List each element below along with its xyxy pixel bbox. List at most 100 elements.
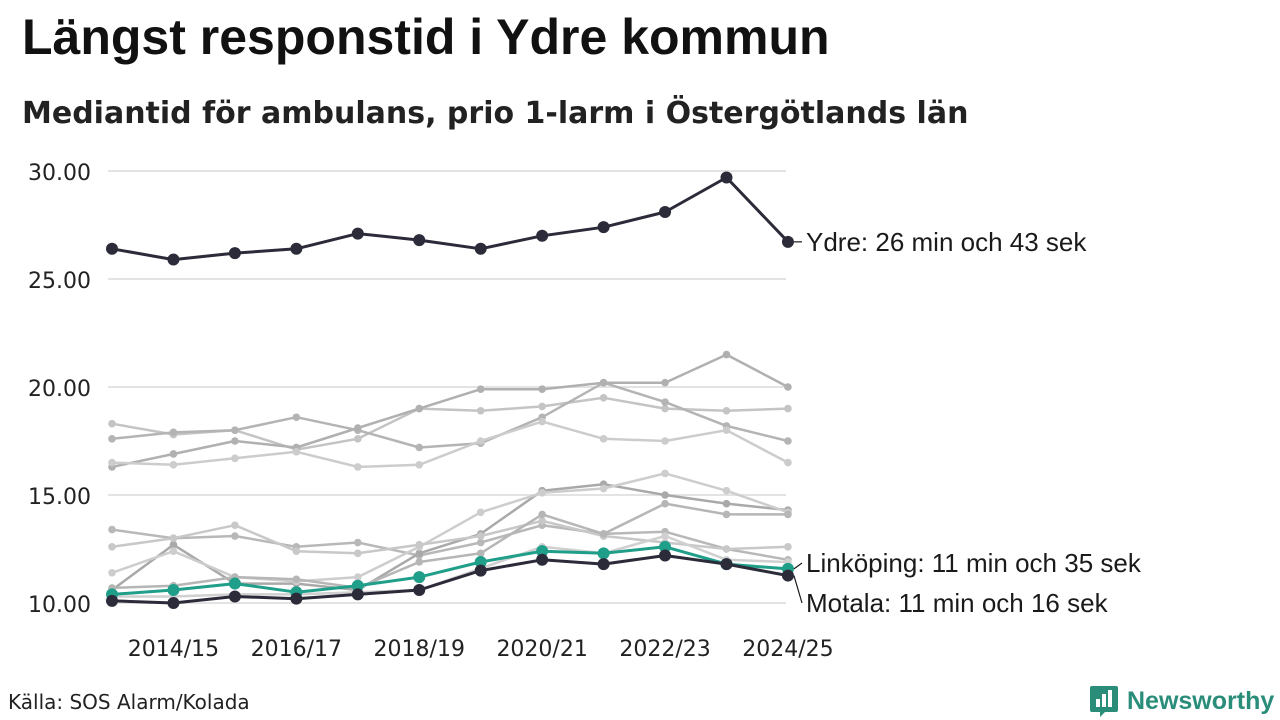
data-point <box>231 521 239 530</box>
series-ydre <box>106 171 794 266</box>
data-point <box>292 448 301 456</box>
data-point <box>599 394 608 402</box>
data-point <box>415 404 424 413</box>
data-point <box>351 588 364 601</box>
x-tick-label: 2018/19 <box>374 637 465 662</box>
data-point <box>169 534 178 542</box>
data-point <box>354 573 362 581</box>
data-point <box>415 558 424 566</box>
data-point <box>413 571 426 584</box>
data-point <box>538 385 546 393</box>
data-point <box>784 437 792 445</box>
series-line <box>111 482 789 592</box>
data-point <box>476 549 485 558</box>
data-point <box>108 525 116 534</box>
series-labels: Ydre: 26 min och 43 sek Linköping: 11 min… <box>793 227 1142 618</box>
data-point <box>354 463 362 471</box>
series-line <box>112 534 789 598</box>
data-point <box>476 532 485 540</box>
data-point <box>661 378 669 387</box>
data-point <box>599 435 608 443</box>
data-point <box>108 543 116 551</box>
data-point <box>476 538 485 547</box>
data-point <box>228 590 241 603</box>
series-line <box>111 545 789 596</box>
data-point <box>476 385 485 393</box>
data-point <box>784 404 792 413</box>
data-point <box>597 221 610 234</box>
x-tick-label: 2020/21 <box>496 637 587 662</box>
data-point <box>415 549 424 558</box>
data-point <box>231 426 239 435</box>
data-point <box>476 508 485 517</box>
series-line <box>111 554 789 605</box>
series-lines <box>106 171 794 609</box>
y-tick-label: 20.00 <box>28 377 91 402</box>
data-point <box>415 443 424 452</box>
data-point <box>228 577 241 590</box>
data-point <box>722 406 731 415</box>
series-line <box>111 523 789 562</box>
x-tick-label: 2014/15 <box>128 637 219 662</box>
series-line <box>111 472 789 583</box>
data-point <box>169 450 178 458</box>
data-point <box>231 454 239 463</box>
data-point <box>538 510 546 519</box>
data-point <box>659 540 672 553</box>
data-point <box>354 549 362 558</box>
x-tick-label: 2022/23 <box>619 637 710 662</box>
data-point <box>169 540 178 549</box>
data-point <box>597 547 610 560</box>
data-point <box>781 235 794 248</box>
series-motala <box>106 549 794 609</box>
data-point <box>538 402 546 411</box>
data-point <box>415 460 424 469</box>
data-point <box>722 499 731 508</box>
data-point <box>722 510 731 519</box>
data-point <box>661 398 669 406</box>
y-tick-label: 10.00 <box>28 593 91 618</box>
brand-name: Newsworthy <box>1127 686 1275 715</box>
data-point <box>108 419 116 428</box>
data-point <box>231 532 239 540</box>
data-point <box>661 499 669 508</box>
series-line <box>111 353 789 469</box>
data-point <box>599 484 608 493</box>
data-point <box>784 543 792 551</box>
data-point <box>784 510 792 519</box>
series-label-linkoping: Linköping: 11 min och 35 sek <box>806 548 1142 578</box>
data-point <box>536 545 549 558</box>
data-point <box>781 569 794 582</box>
data-point <box>292 575 301 584</box>
data-point <box>720 171 733 184</box>
data-point <box>292 547 301 555</box>
data-point <box>167 597 180 609</box>
data-point <box>599 378 608 387</box>
data-point <box>597 558 610 571</box>
data-point <box>351 579 364 592</box>
series-ovrig-kommun-d <box>108 417 792 471</box>
data-point <box>290 242 303 255</box>
data-point <box>474 555 487 568</box>
newsworthy-logo-icon <box>1090 686 1118 717</box>
data-point <box>169 428 178 437</box>
data-point <box>290 592 303 605</box>
data-point <box>169 547 178 555</box>
series-ovrig-kommun-g <box>108 469 792 586</box>
data-point <box>108 435 116 443</box>
series-line <box>111 176 790 262</box>
data-point <box>599 530 608 538</box>
series-label-ydre: Ydre: 26 min och 43 sek <box>806 227 1087 257</box>
data-point <box>784 383 792 391</box>
data-point <box>659 549 672 562</box>
data-point <box>538 517 546 525</box>
data-point <box>476 437 485 445</box>
data-point <box>354 435 362 443</box>
label-leader-line <box>793 575 803 604</box>
x-tick-label: 2016/17 <box>251 637 342 662</box>
data-point <box>659 206 672 219</box>
data-point <box>722 486 731 495</box>
data-point <box>413 234 426 247</box>
data-point <box>354 538 362 547</box>
data-point <box>538 489 546 497</box>
